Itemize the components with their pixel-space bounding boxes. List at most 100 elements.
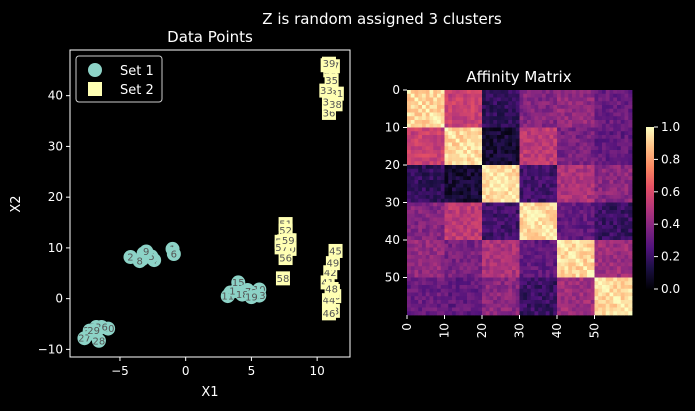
heatmap-cell <box>617 157 622 162</box>
heatmap-cell <box>534 131 539 136</box>
heatmap-cell <box>459 90 464 95</box>
heatmap-cell <box>575 180 580 185</box>
heatmap-cell <box>504 266 509 271</box>
heatmap-cell <box>515 240 520 245</box>
heatmap-cell <box>572 311 577 316</box>
heatmap-cell <box>579 288 584 293</box>
heatmap-cell <box>444 307 449 312</box>
heatmap-cell <box>613 105 618 110</box>
heatmap-cell <box>613 198 618 203</box>
heatmap-cell <box>523 153 528 158</box>
heatmap-cell <box>444 142 449 147</box>
heatmap-cell <box>463 262 468 267</box>
heatmap-cell <box>587 183 592 188</box>
heatmap-cell <box>628 116 633 121</box>
heatmap-cell <box>534 202 539 207</box>
heatmap-cell <box>527 251 532 256</box>
heatmap-cell <box>534 105 539 110</box>
heatmap-cell <box>568 93 573 98</box>
heatmap-cell <box>429 228 434 233</box>
heatmap-cell <box>437 258 442 263</box>
heatmap-cell <box>628 236 633 241</box>
heatmap-cell <box>433 232 438 237</box>
heatmap-cell <box>512 255 517 260</box>
heatmap-cell <box>448 221 453 226</box>
heatmap-cell <box>527 232 532 237</box>
colorbar-tick-label: 0.6 <box>661 185 680 199</box>
heatmap-cell <box>448 303 453 308</box>
heatmap-cell <box>620 161 625 166</box>
heatmap-cell <box>620 131 625 136</box>
heatmap-cell <box>504 127 509 132</box>
heatmap-cell <box>609 131 614 136</box>
heatmap-cell <box>444 285 449 290</box>
heatmap-cell <box>422 266 427 271</box>
heatmap-cell <box>602 221 607 226</box>
heatmap-cell <box>448 123 453 128</box>
heatmap-cell <box>620 172 625 177</box>
heatmap-cell <box>609 108 614 113</box>
heatmap-cell <box>489 131 494 136</box>
heatmap-cell <box>620 213 625 218</box>
heatmap-cell <box>572 112 577 117</box>
heatmap-cell <box>609 157 614 162</box>
heatmap-cell <box>519 225 524 230</box>
point-label: 11 <box>221 292 234 303</box>
heatmap-cell <box>410 255 415 260</box>
heatmap-cell <box>568 172 573 177</box>
heatmap-cell <box>572 262 577 267</box>
heatmap-cell <box>575 146 580 151</box>
heatmap-cell <box>515 236 520 241</box>
heatmap-cell <box>523 210 528 215</box>
heatmap-cell <box>482 183 487 188</box>
heatmap-cell <box>512 135 517 140</box>
heatmap-cell <box>414 127 419 132</box>
heatmap-cell <box>553 292 558 297</box>
heatmap-cell <box>624 120 629 125</box>
heatmap-cell <box>553 153 558 158</box>
heatmap-cell <box>549 146 554 151</box>
heatmap-cell <box>530 258 535 263</box>
heatmap-cell <box>422 93 427 98</box>
heatmap-cell <box>493 108 498 113</box>
heatmap-cell <box>474 105 479 110</box>
heatmap-cell <box>542 255 547 260</box>
heatmap-cell <box>444 251 449 256</box>
heatmap-cell <box>624 176 629 181</box>
heatmap-cell <box>512 243 517 248</box>
heatmap-cell <box>557 262 562 267</box>
heatmap-cell <box>485 172 490 177</box>
heatmap-cell <box>414 217 419 222</box>
heatmap-cell <box>572 198 577 203</box>
heatmap-cell <box>467 247 472 252</box>
heatmap-cell <box>620 262 625 267</box>
heatmap-cell <box>605 146 610 151</box>
heatmap-cell <box>452 270 457 275</box>
heatmap-cell <box>587 176 592 181</box>
heatmap-cell <box>425 247 430 252</box>
heatmap-cell <box>523 240 528 245</box>
heatmap-cell <box>410 258 415 263</box>
heatmap-cell <box>422 300 427 305</box>
heatmap-cell <box>504 97 509 102</box>
heatmap-cell <box>538 281 543 286</box>
heatmap-cell <box>407 296 412 301</box>
heatmap-cell <box>560 176 565 181</box>
heatmap-cell <box>500 116 505 121</box>
heatmap-cell <box>493 273 498 278</box>
heatmap-cell <box>485 202 490 207</box>
heatmap-cell <box>429 266 434 271</box>
heatmap-cell <box>474 217 479 222</box>
heatmap-cell <box>564 105 569 110</box>
heatmap-cell <box>478 243 483 248</box>
heatmap-cell <box>538 172 543 177</box>
heatmap-cell <box>497 236 502 241</box>
heatmap-cell <box>433 172 438 177</box>
heatmap-cell <box>542 270 547 275</box>
heatmap-cell <box>605 285 610 290</box>
heatmap-cell <box>433 228 438 233</box>
heatmap-cell <box>553 191 558 196</box>
heatmap-cell <box>594 150 599 155</box>
heatmap-cell <box>590 142 595 147</box>
heatmap-cell <box>564 225 569 230</box>
